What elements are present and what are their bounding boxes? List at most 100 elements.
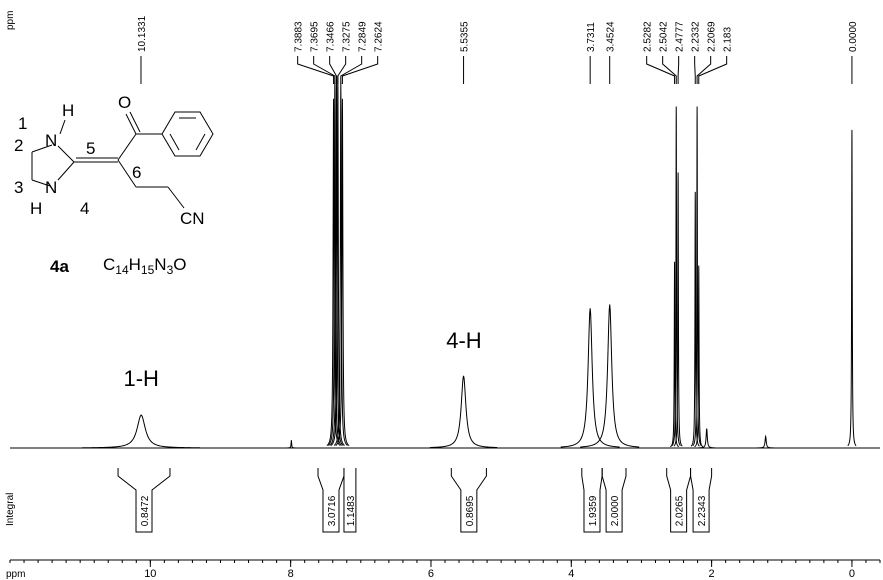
peak bbox=[671, 106, 681, 446]
atom-number: 5 bbox=[86, 139, 95, 158]
peak bbox=[580, 304, 640, 448]
peak-leader bbox=[313, 56, 336, 84]
integral-axis-label: Integral bbox=[5, 493, 16, 526]
peak-leader bbox=[677, 56, 680, 84]
subscript: 14 bbox=[115, 263, 129, 277]
integral-label: 0.8472 bbox=[140, 495, 151, 526]
element: O bbox=[173, 255, 186, 274]
peak-label: 7.3275 bbox=[342, 21, 353, 52]
atom-number: 1 bbox=[18, 114, 27, 133]
peak bbox=[692, 106, 702, 446]
integral-label: 2.0265 bbox=[675, 495, 686, 526]
peak-label: 0.0000 bbox=[848, 21, 859, 52]
integral-label: 2.2343 bbox=[697, 495, 708, 526]
peak-label: 2.2069 bbox=[707, 21, 718, 52]
peak-label: 2.5042 bbox=[659, 21, 670, 52]
peak-label: 2.5282 bbox=[643, 21, 654, 52]
peak bbox=[287, 440, 296, 449]
peak-label: 2.4777 bbox=[675, 21, 686, 52]
phenyl-ring bbox=[161, 111, 214, 157]
bond bbox=[167, 186, 185, 209]
bond bbox=[169, 133, 180, 151]
integral-bracket bbox=[666, 468, 692, 533]
peak bbox=[335, 98, 350, 446]
peak-label: 7.3883 bbox=[294, 21, 305, 52]
peak-leader bbox=[662, 56, 677, 84]
atom-label: O bbox=[118, 93, 131, 112]
integral-bracket bbox=[690, 468, 713, 533]
integral-bracket bbox=[317, 468, 345, 533]
molecule: 1 N H 2 3 N H 4 5 6 O C N 4a C14H15N3O bbox=[14, 93, 214, 277]
peak bbox=[690, 191, 700, 447]
atom-label: N bbox=[45, 178, 57, 197]
peak-label: 3.4524 bbox=[606, 21, 617, 52]
atom-label: H bbox=[30, 199, 42, 218]
peak-label: 7.2849 bbox=[358, 21, 369, 52]
bond bbox=[57, 145, 75, 163]
peak-label: 5.5355 bbox=[460, 21, 471, 52]
integral-label: 1.1483 bbox=[346, 495, 357, 526]
peak-label: 7.2624 bbox=[374, 21, 385, 52]
bond bbox=[59, 119, 66, 135]
axis-unit: ppm bbox=[5, 11, 16, 30]
integral-bracket bbox=[581, 468, 603, 533]
integral-bracket bbox=[601, 468, 627, 533]
atom-number: 2 bbox=[14, 136, 23, 155]
subscript: 3 bbox=[167, 263, 174, 277]
peak bbox=[560, 308, 620, 448]
bond bbox=[57, 161, 75, 181]
atom-number: 3 bbox=[14, 178, 23, 197]
bond bbox=[125, 113, 137, 135]
atom-number: 4 bbox=[80, 199, 89, 218]
element: C bbox=[103, 255, 115, 274]
x-tick-label: 6 bbox=[428, 568, 434, 580]
integral-bracket bbox=[343, 468, 357, 533]
bond bbox=[195, 133, 206, 151]
peak-leader bbox=[340, 56, 363, 84]
element: N bbox=[154, 255, 166, 274]
integral-label: 0.8695 bbox=[465, 495, 476, 526]
integral-bracket bbox=[450, 468, 487, 533]
x-tick-label: 2 bbox=[709, 568, 715, 580]
atom-label: H bbox=[62, 101, 74, 120]
peak-leader bbox=[329, 56, 337, 84]
element: H bbox=[129, 255, 141, 274]
peak-leader bbox=[341, 56, 379, 84]
integral-label: 1.9359 bbox=[588, 495, 599, 526]
peak-leader bbox=[646, 56, 676, 84]
bond bbox=[31, 179, 51, 187]
peak-leader bbox=[696, 56, 712, 84]
formula: C14H15N3O bbox=[103, 255, 186, 277]
peak-label: 2.183 bbox=[723, 27, 734, 52]
x-tick-label: 4 bbox=[568, 568, 574, 580]
compound-id: 4a bbox=[50, 257, 69, 276]
peak-leader bbox=[337, 56, 347, 84]
peak bbox=[429, 375, 498, 448]
integral-label: 2.0000 bbox=[610, 495, 621, 526]
peak bbox=[847, 129, 857, 447]
bond bbox=[129, 111, 141, 133]
atom-number: 6 bbox=[132, 163, 141, 182]
peak-label: 10.1331 bbox=[137, 15, 148, 52]
peak bbox=[670, 261, 680, 448]
peak bbox=[694, 265, 704, 448]
peak-label: 3.7311 bbox=[586, 22, 597, 52]
bond bbox=[117, 159, 137, 188]
x-tick-label: 10 bbox=[144, 568, 156, 580]
annotation: 1-H bbox=[123, 366, 158, 391]
subscript: 15 bbox=[141, 263, 155, 277]
annotation: 4-H bbox=[446, 328, 481, 353]
bond bbox=[117, 133, 137, 161]
peak-label: 7.3695 bbox=[310, 21, 321, 52]
peak bbox=[673, 172, 683, 447]
peak-leader bbox=[297, 56, 335, 84]
x-tick-label: 0 bbox=[849, 568, 855, 580]
peak bbox=[757, 434, 775, 449]
integral-label: 3.0716 bbox=[327, 495, 338, 526]
peak-leader bbox=[698, 56, 728, 84]
x-axis-label: ppm bbox=[6, 569, 25, 580]
integral-bracket bbox=[117, 468, 171, 533]
atom-label: N bbox=[45, 131, 57, 150]
peak-leader bbox=[694, 56, 696, 84]
